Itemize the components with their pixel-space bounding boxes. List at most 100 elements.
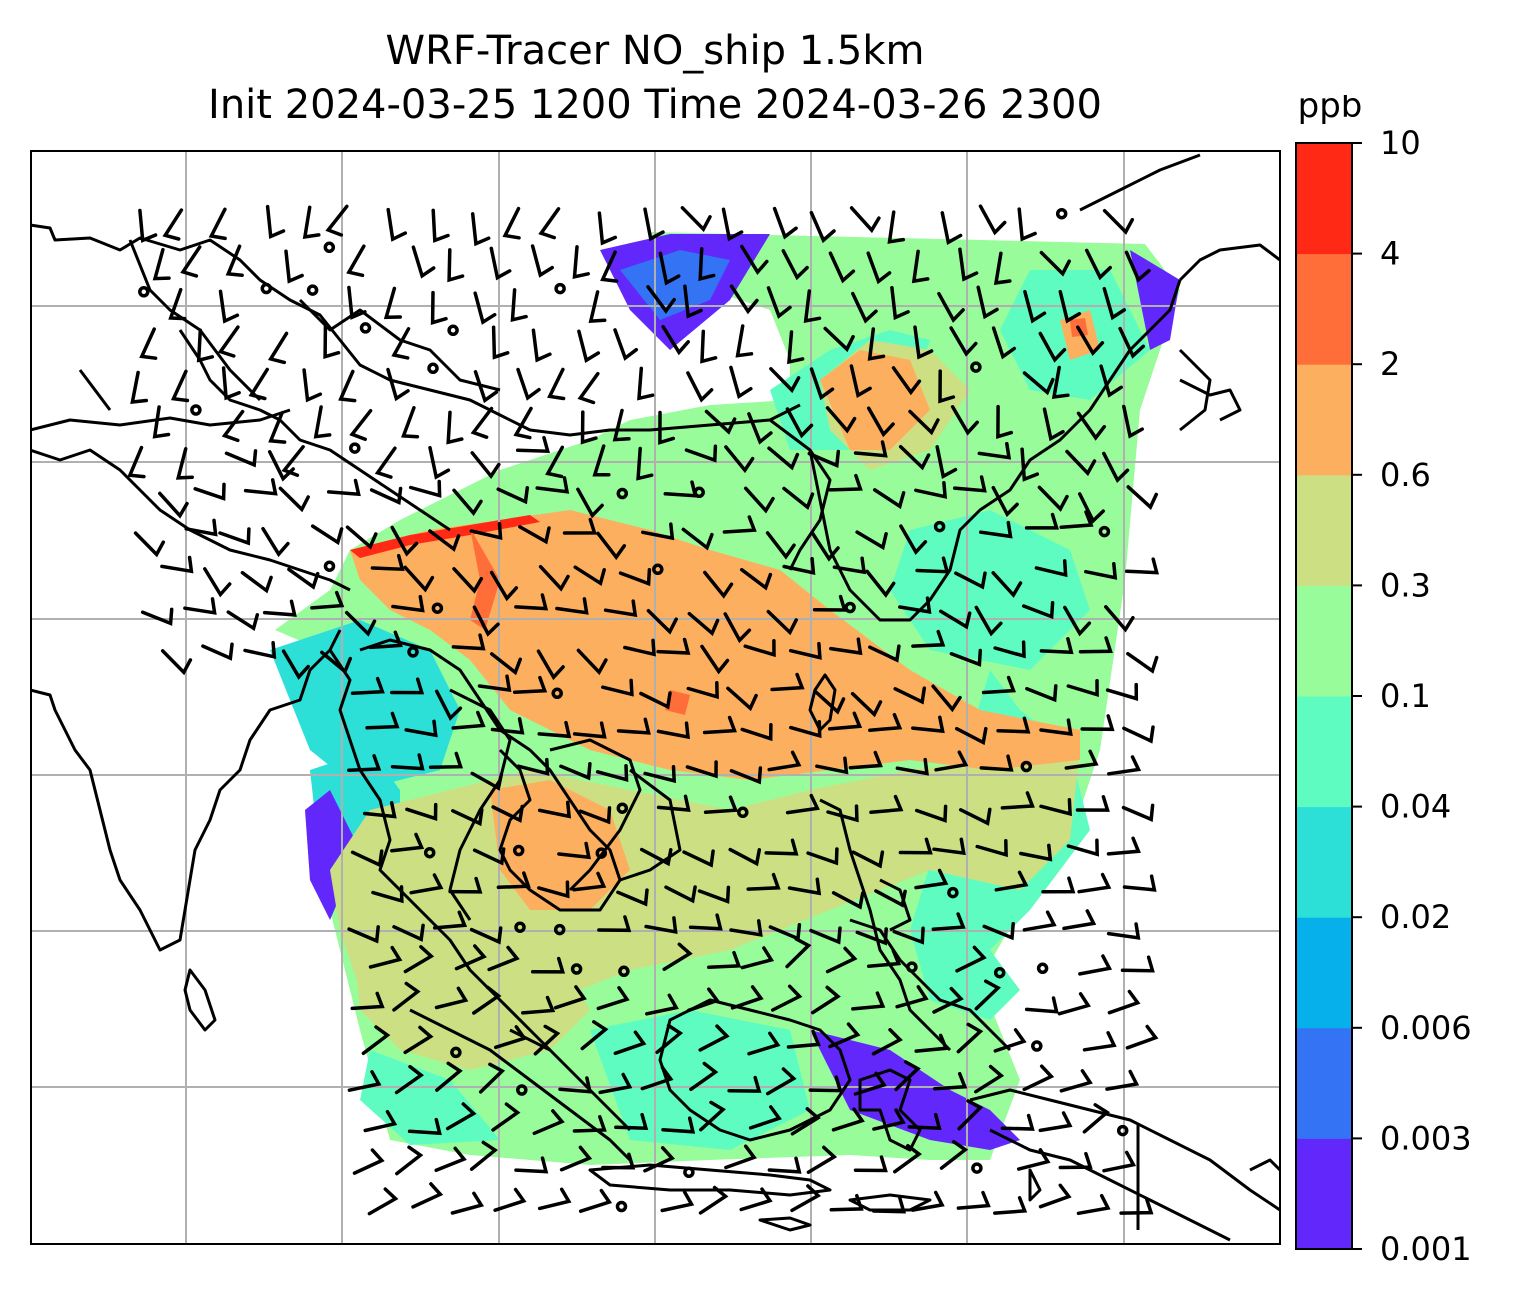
wind-barb — [139, 327, 158, 360]
wind-barb — [894, 1060, 921, 1092]
calm-marker — [570, 963, 583, 975]
wind-barb — [643, 765, 677, 784]
wind-barb — [572, 1115, 607, 1133]
wind-barb — [537, 880, 570, 899]
wind-barb — [658, 410, 676, 445]
wind-barb — [871, 1196, 907, 1214]
wind-barb — [981, 675, 1016, 695]
wind-barb — [555, 597, 589, 615]
calm-marker — [323, 241, 336, 254]
wind-barb — [974, 979, 1001, 1011]
wind-barb — [686, 371, 714, 403]
wind-barb — [158, 491, 189, 519]
wind-barb — [562, 517, 597, 535]
wind-barb — [390, 525, 419, 557]
wind-barb — [853, 440, 888, 458]
wind-barb — [302, 368, 323, 403]
wind-barb — [532, 1109, 565, 1136]
wind-barb — [248, 367, 269, 401]
wind-barb — [1082, 1031, 1117, 1052]
wind-barb — [386, 367, 410, 402]
wind-barb — [613, 1030, 647, 1056]
wind-barb — [470, 212, 491, 247]
wind-barb — [1000, 1113, 1035, 1131]
wind-barb — [767, 750, 802, 772]
wind-barb — [939, 1139, 969, 1170]
wind-barb — [704, 409, 737, 435]
wind-barb — [639, 691, 672, 710]
calm-marker — [947, 886, 959, 899]
wind-barb — [851, 991, 886, 1011]
wind-barb — [313, 405, 332, 439]
wind-barb — [788, 641, 822, 660]
wind-barb — [345, 525, 378, 550]
colorbar-tick-label: 0.04 — [1380, 788, 1451, 826]
calm-marker — [514, 921, 526, 933]
wind-barb — [790, 1184, 822, 1213]
wind-barb — [703, 570, 734, 599]
wind-barb — [390, 832, 425, 853]
wind-barb — [1058, 289, 1082, 324]
wind-barb — [1000, 791, 1035, 810]
calm-marker — [595, 847, 608, 859]
wind-barb — [931, 912, 966, 931]
wind-barb — [698, 1024, 730, 1052]
wind-barb — [747, 1031, 781, 1056]
wind-barb — [469, 521, 503, 540]
wind-barb — [601, 1152, 636, 1170]
wind-barb — [866, 406, 895, 438]
wind-barb — [535, 476, 570, 494]
wind-barb — [1102, 286, 1127, 321]
wind-barb — [826, 804, 859, 823]
wind-barb — [851, 850, 885, 869]
wind-barb — [782, 557, 816, 576]
wind-barb — [489, 652, 523, 676]
wind-barb — [766, 286, 792, 319]
calm-marker — [1055, 207, 1068, 220]
wind-barb — [325, 204, 349, 237]
wind-barb — [655, 1023, 684, 1055]
wind-barb — [613, 328, 639, 361]
calm-marker — [616, 802, 629, 814]
wind-barb — [956, 1022, 984, 1054]
wind-barb — [133, 531, 166, 558]
wind-barb — [1105, 682, 1139, 701]
wind-barb — [537, 1187, 572, 1211]
wind-barb — [938, 369, 956, 404]
calm-marker — [933, 520, 946, 533]
wind-barb — [262, 599, 297, 617]
wind-barb — [350, 849, 384, 868]
wind-barb — [446, 410, 464, 445]
wind-barb — [915, 556, 950, 574]
wind-barb — [729, 919, 763, 937]
wind-barb — [1124, 250, 1151, 283]
wind-barb — [743, 639, 776, 658]
calm-marker — [683, 1166, 695, 1179]
wind-barb — [218, 289, 240, 324]
wind-barb — [707, 950, 742, 970]
wind-barb — [1075, 795, 1110, 812]
wind-barb — [383, 286, 402, 320]
colorbar-band — [1296, 696, 1352, 808]
wind-barb — [687, 987, 720, 1013]
wind-barb — [910, 1190, 945, 1212]
wind-barb — [682, 849, 715, 868]
wind-barb — [911, 249, 930, 284]
wind-barb — [996, 716, 1031, 734]
wind-barb — [1118, 326, 1146, 359]
wind-barb — [974, 1064, 1005, 1094]
wind-barb — [572, 871, 607, 892]
wind-barb — [445, 1102, 477, 1131]
wind-barb — [183, 597, 217, 615]
wind-barb — [828, 251, 856, 284]
wind-barb — [687, 611, 720, 637]
wind-barb — [175, 447, 194, 480]
wind-barb — [473, 291, 497, 325]
wind-barb — [490, 717, 525, 735]
wind-barb — [1122, 404, 1144, 439]
wind-barb — [160, 555, 194, 574]
wind-barb — [770, 672, 805, 692]
colorbar-band — [1296, 1027, 1352, 1139]
wind-barb — [1037, 485, 1069, 512]
colorbar-bands — [1296, 143, 1352, 1250]
